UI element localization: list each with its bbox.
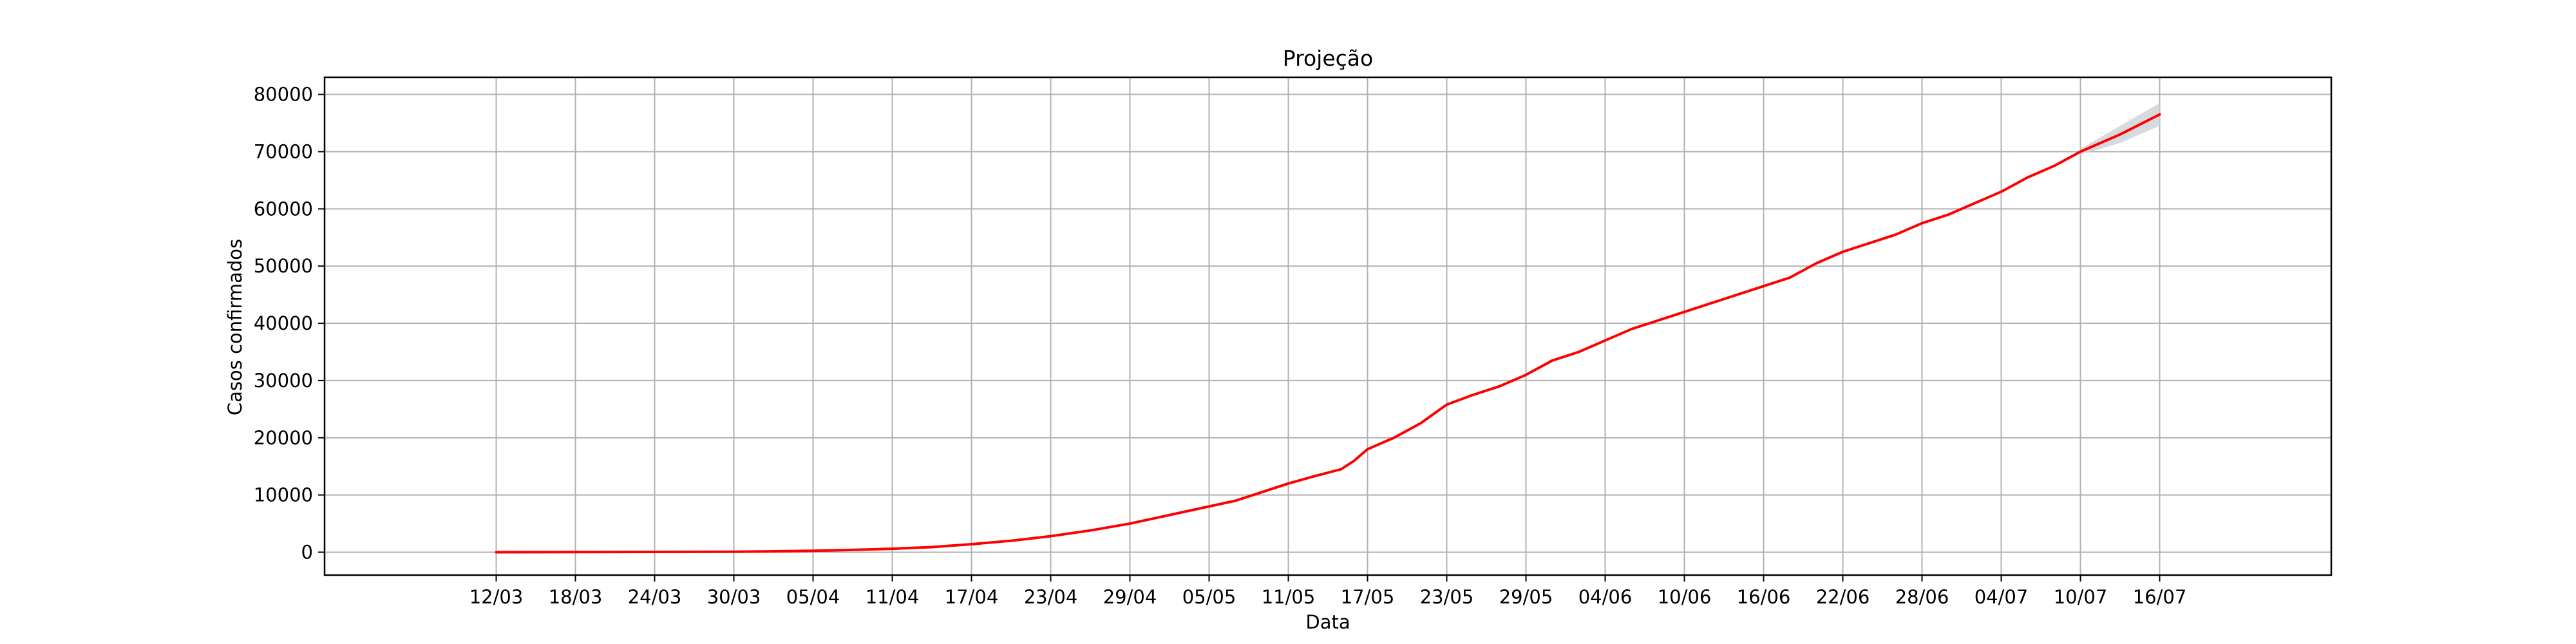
y-tick-label: 10000 <box>254 484 313 506</box>
series-layer <box>495 113 2161 554</box>
x-tick-label: 17/04 <box>945 586 999 608</box>
ticks-layer: 12/03 18/03 24/03 30/03 05/04 11/04 17/04 23/04… <box>254 84 2187 608</box>
y-tick-label: 20000 <box>254 427 313 449</box>
x-tick-label: 23/04 <box>1024 586 1078 608</box>
confidence-band-layer <box>2080 102 2160 155</box>
y-tick-label: 50000 <box>254 255 313 277</box>
x-tick-label: 22/06 <box>1816 586 1870 608</box>
x-tick-label: 23/05 <box>1420 586 1474 608</box>
chart-title: Projeção <box>1283 46 1373 71</box>
y-axis-label: Casos confirmados <box>224 239 246 415</box>
x-tick-label: 12/03 <box>469 586 524 608</box>
plot-frame <box>323 76 2333 576</box>
y-tick-label: 0 <box>301 541 313 563</box>
x-tick-label: 30/03 <box>707 586 761 608</box>
confidence-band <box>2080 102 2160 155</box>
x-tick-label: 11/04 <box>866 586 920 608</box>
x-tick-label: 29/04 <box>1103 586 1157 608</box>
y-tick-label: 80000 <box>254 84 313 106</box>
x-tick-label: 04/07 <box>1975 586 2029 608</box>
x-tick-label: 28/06 <box>1895 586 1949 608</box>
series-line <box>495 113 2161 554</box>
y-tick-label: 40000 <box>254 312 313 334</box>
x-tick-label: 16/06 <box>1737 586 1791 608</box>
x-tick-label: 17/05 <box>1341 586 1395 608</box>
x-tick-label: 29/05 <box>1499 586 1553 608</box>
x-tick-label: 10/07 <box>2054 586 2108 608</box>
y-tick-label: 30000 <box>254 370 313 392</box>
y-tick-label: 60000 <box>254 198 313 220</box>
y-tick-label: 70000 <box>254 141 313 163</box>
x-tick-label: 05/05 <box>1182 586 1236 608</box>
x-tick-label: 10/06 <box>1658 586 1712 608</box>
x-tick-label: 18/03 <box>549 586 603 608</box>
x-tick-label: 11/05 <box>1262 586 1316 608</box>
x-tick-label: 24/03 <box>628 586 682 608</box>
x-tick-label: 16/07 <box>2133 586 2187 608</box>
x-axis-label: Data <box>1305 611 1350 633</box>
x-tick-label: 05/04 <box>786 586 840 608</box>
x-tick-label: 04/06 <box>1578 586 1633 608</box>
gridlines <box>325 77 2331 575</box>
